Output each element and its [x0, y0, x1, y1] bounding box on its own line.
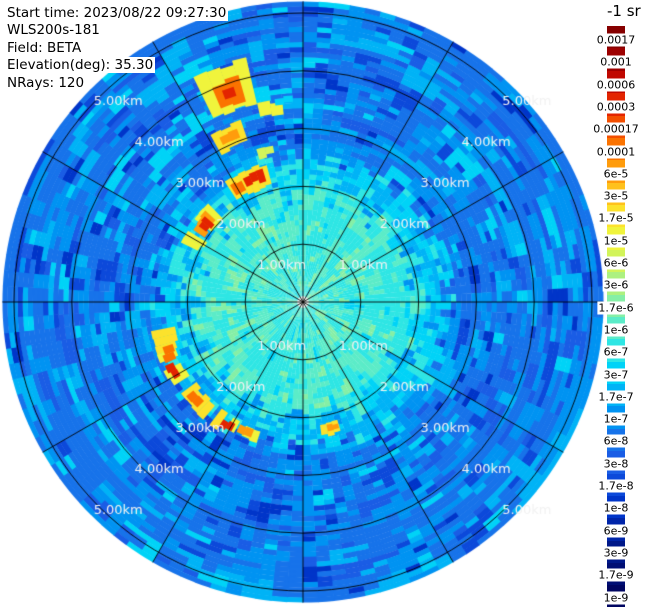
colorbar-tick-label: 1.7e-9: [597, 568, 635, 582]
colorbar-tick-label: 3e-9: [602, 546, 630, 560]
colorbar-tick-label: 1.7e-6: [597, 301, 635, 315]
colorbar-tick-label: 6e-6: [602, 256, 630, 270]
colorbar-tick-label: 6e-5: [602, 167, 630, 181]
colorbar-tick-label: 1e-9: [602, 591, 630, 604]
field-label: Field: BETA: [7, 39, 84, 56]
colorbar-tick-label: 1e-8: [602, 501, 630, 515]
colorbar-tick-label: 6e-9: [602, 524, 630, 538]
colorbar-tick-label: 0.0017: [595, 33, 637, 47]
colorbar-tick-label: 3e-6: [602, 278, 630, 292]
colorbar-tick-label: 3e-5: [602, 189, 630, 203]
colorbar-tick-label: 6e-7: [602, 345, 630, 359]
colorbar-units-label: -1 sr: [607, 2, 641, 20]
colorbar-tick-label: 1e-5: [602, 234, 630, 248]
colorbar-tick-label: 0.00017: [592, 122, 640, 136]
nrays-label: NRays: 120: [7, 74, 87, 91]
colorbar: 0.0017 0.001 0.0006 0.0003 0.00017 0.0001 6e-5…: [592, 26, 640, 607]
colorbar-tick-label: 1.7e-5: [597, 211, 635, 225]
elevation-label: Elevation(deg): 35.30: [7, 57, 156, 74]
colorbar-tick-label: 0.0001: [595, 145, 637, 158]
colorbar-tick-label: 1e-6: [602, 323, 630, 337]
colorbar-tick-label: 3e-8: [602, 457, 630, 471]
colorbar-tick-label: 1.7e-7: [597, 390, 635, 404]
plot-info-block: Start time: 2023/08/22 09:27:30 WLS200s-…: [7, 5, 229, 92]
colorbar-tick-label: 3e-7: [602, 368, 630, 381]
colorbar-tick-label: 1.7e-8: [597, 479, 635, 493]
colorbar-tick-label: 1e-7: [602, 412, 630, 426]
colorbar-tick-label: 0.001: [599, 55, 633, 69]
colorbar-tick-label: 0.0003: [595, 100, 637, 114]
instrument-label: WLS200s-181: [7, 22, 102, 39]
start-time-label: Start time: 2023/08/22 09:27:30: [7, 5, 229, 21]
colorbar-tick-label: 6e-8: [602, 434, 630, 448]
colorbar-tick-label: 0.0006: [595, 78, 637, 92]
